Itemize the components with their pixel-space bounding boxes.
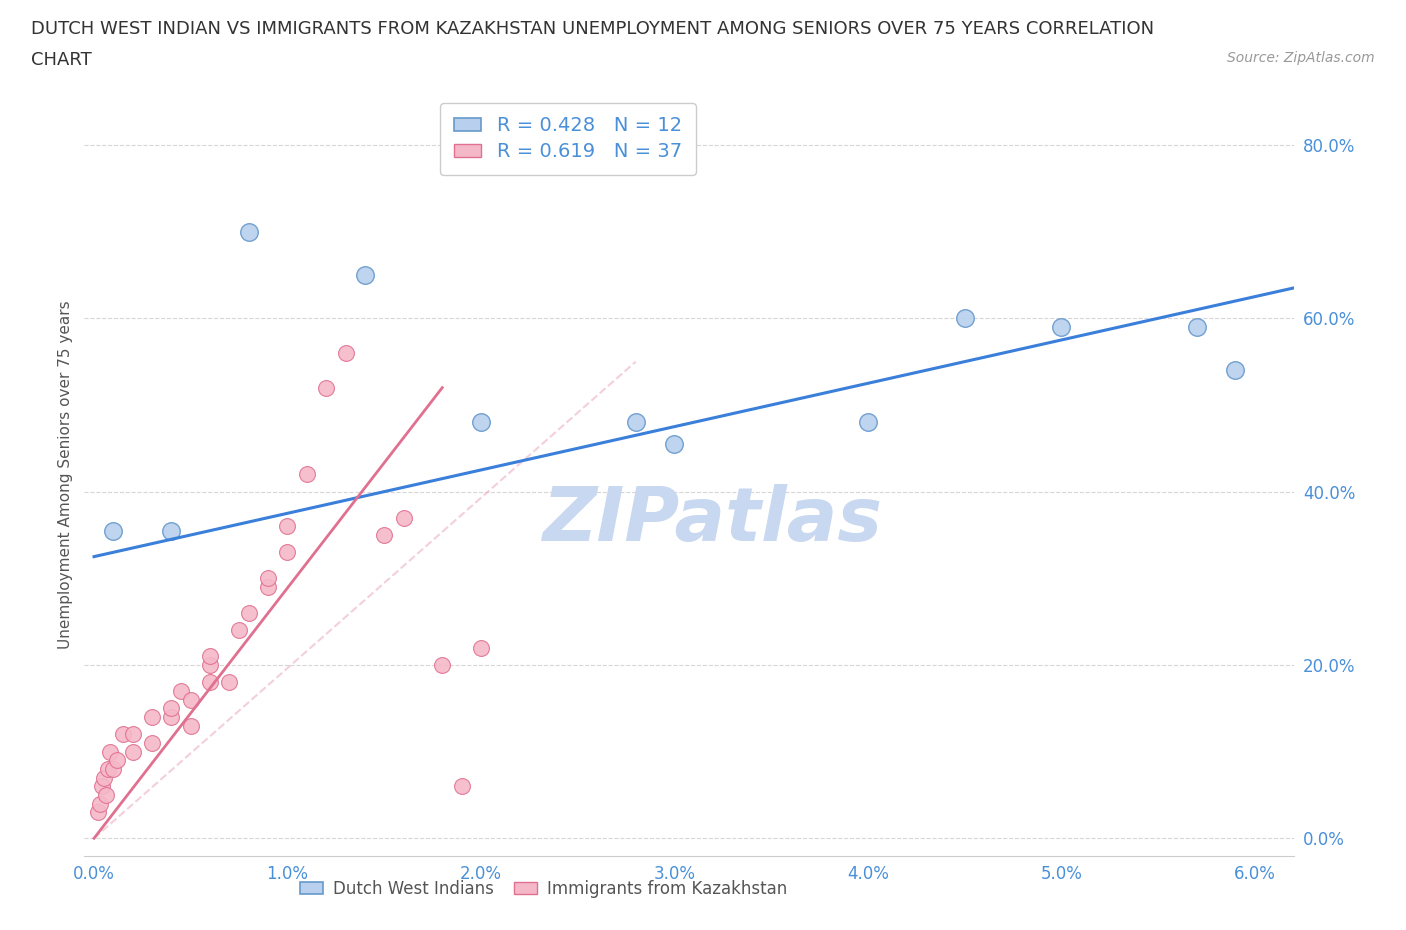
Point bbox=[354, 268, 377, 283]
Point bbox=[160, 710, 183, 724]
Point bbox=[112, 727, 135, 742]
Point bbox=[198, 675, 221, 690]
Point bbox=[141, 736, 163, 751]
Y-axis label: Unemployment Among Seniors over 75 years: Unemployment Among Seniors over 75 years bbox=[58, 300, 73, 648]
Point bbox=[315, 380, 337, 395]
Text: ZIPatlas: ZIPatlas bbox=[543, 484, 883, 556]
Text: Source: ZipAtlas.com: Source: ZipAtlas.com bbox=[1227, 51, 1375, 65]
Point bbox=[470, 640, 492, 655]
Point bbox=[97, 762, 120, 777]
Point bbox=[141, 710, 163, 724]
Point bbox=[121, 744, 143, 759]
Point bbox=[121, 727, 143, 742]
Point bbox=[180, 718, 202, 733]
Point bbox=[89, 796, 111, 811]
Point bbox=[198, 649, 221, 664]
Point bbox=[94, 788, 117, 803]
Text: CHART: CHART bbox=[31, 51, 91, 69]
Point bbox=[664, 436, 686, 451]
Point bbox=[228, 623, 250, 638]
Point bbox=[624, 415, 647, 430]
Point bbox=[470, 415, 492, 430]
Point bbox=[1225, 363, 1247, 378]
Point bbox=[160, 524, 183, 538]
Point bbox=[953, 311, 976, 325]
Point bbox=[276, 545, 298, 560]
Point bbox=[1050, 320, 1073, 335]
Point bbox=[450, 778, 472, 793]
Point bbox=[103, 762, 125, 777]
Point bbox=[373, 527, 395, 542]
Point bbox=[1185, 320, 1208, 335]
Point bbox=[170, 684, 193, 698]
Point bbox=[856, 415, 879, 430]
Point bbox=[432, 658, 454, 672]
Point bbox=[276, 519, 298, 534]
Point bbox=[257, 579, 280, 594]
Text: DUTCH WEST INDIAN VS IMMIGRANTS FROM KAZAKHSTAN UNEMPLOYMENT AMONG SENIORS OVER : DUTCH WEST INDIAN VS IMMIGRANTS FROM KAZ… bbox=[31, 20, 1154, 38]
Point bbox=[87, 804, 110, 819]
Point bbox=[238, 224, 260, 239]
Legend: Dutch West Indians, Immigrants from Kazakhstan: Dutch West Indians, Immigrants from Kaza… bbox=[294, 873, 794, 905]
Point bbox=[90, 778, 112, 793]
Point bbox=[295, 467, 318, 482]
Point bbox=[257, 571, 280, 586]
Point bbox=[180, 692, 202, 707]
Point bbox=[98, 744, 121, 759]
Point bbox=[198, 658, 221, 672]
Point bbox=[392, 511, 415, 525]
Point bbox=[218, 675, 240, 690]
Point bbox=[238, 605, 260, 620]
Point bbox=[160, 701, 183, 716]
Point bbox=[103, 524, 125, 538]
Point bbox=[335, 346, 357, 361]
Point bbox=[105, 753, 128, 768]
Point bbox=[93, 770, 115, 785]
